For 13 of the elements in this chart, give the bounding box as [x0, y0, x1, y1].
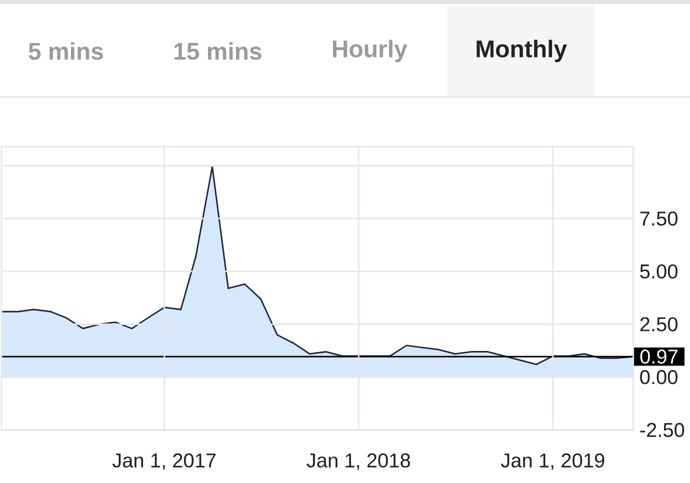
- y-tick-label: 5.00: [640, 264, 678, 279]
- x-tick-label: Jan 1, 2018: [306, 453, 410, 470]
- text: Monthly: [476, 40, 567, 62]
- text: 15 mins: [174, 42, 262, 60]
- text: Hourly: [333, 40, 408, 62]
- y-tick-label: 7.50: [640, 211, 678, 226]
- x-tick-label: Jan 1, 2019: [500, 453, 604, 470]
- y-tick-label: -2.50: [640, 422, 684, 438]
- y-tick-label: 2.50: [640, 317, 678, 332]
- ref-line-label: 0.97: [640, 350, 678, 364]
- y-tick-label: 0.00: [640, 370, 678, 384]
- text: 5 mins: [28, 42, 104, 60]
- x-tick-label: Jan 1, 2017: [112, 453, 216, 470]
